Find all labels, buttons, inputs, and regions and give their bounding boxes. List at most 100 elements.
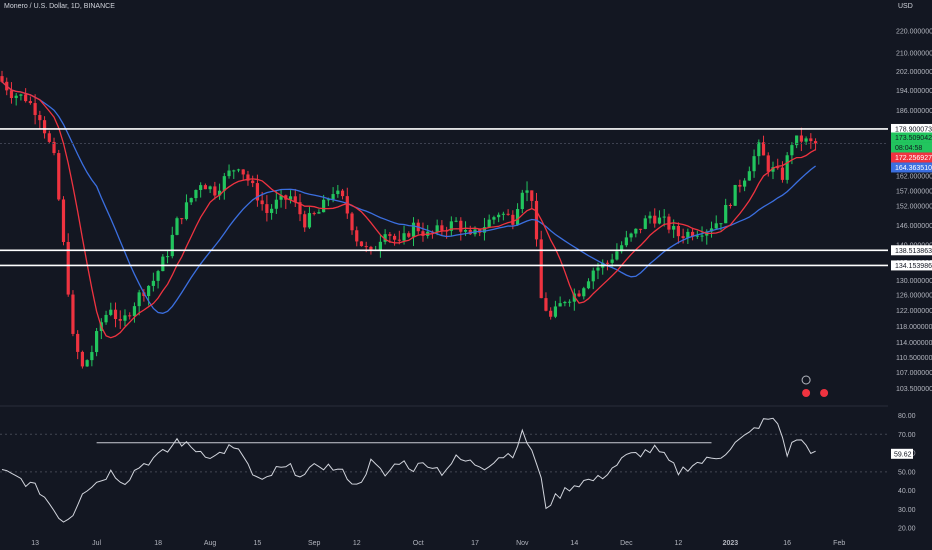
candle-body (217, 190, 222, 196)
flag-event-icon[interactable] (802, 389, 811, 397)
candle-body (738, 185, 742, 187)
candle-body (421, 231, 425, 236)
candle-body (799, 135, 803, 142)
rsi-line (1, 417, 816, 523)
lightning-event-icon[interactable] (801, 375, 811, 385)
rsi-value-badge: 59.62 (894, 451, 912, 458)
time-tick-label: Sep (308, 540, 321, 547)
candle-body (331, 194, 335, 200)
time-axis: 13 Jul 18 Aug 15 Sep 12 Oct 17 Nov 14 Dec 12 2023 16 Fe… (31, 540, 845, 547)
candle-body (648, 215, 652, 219)
candle-body (307, 213, 312, 228)
currency-label: USD (898, 3, 913, 10)
candle-body (24, 94, 28, 102)
candle-body (151, 280, 155, 286)
candle-body (118, 319, 122, 321)
candle-body (208, 186, 212, 190)
candle-body (19, 94, 23, 96)
time-tick-label: Oct (413, 540, 424, 547)
last-price-badge: 173.509042 (895, 135, 932, 142)
last-price-badge-bg (891, 132, 932, 143)
candle-body (270, 208, 274, 213)
fast-moving-average-line (1, 81, 816, 339)
price-axis: 220.000000 210.000000 202.000000 194.000000… (896, 28, 932, 392)
candle-body (85, 360, 89, 367)
symbol-title: Monero / U.S. Dollar, 1D, BINANCE (4, 3, 115, 10)
fast-ma-badge-bg (891, 152, 932, 163)
price-tick-label: 122.000000 (896, 308, 932, 315)
candle-body (482, 227, 487, 233)
candle-body (0, 76, 4, 82)
candle-body (232, 170, 236, 172)
candle-body (123, 315, 127, 321)
price-tick-label: 220.000000 (896, 28, 932, 35)
candle-body (459, 220, 463, 232)
level-price-badge-bg (891, 245, 932, 256)
candle-body (402, 233, 406, 241)
candle-body (246, 174, 250, 181)
candle-body (184, 202, 189, 220)
time-tick-label: 15 (254, 540, 262, 547)
candle-body (492, 217, 496, 220)
candle-body (265, 204, 269, 213)
price-tick-label: 110.500000 (896, 355, 932, 362)
candle-body (57, 153, 61, 200)
candle-body (109, 309, 113, 315)
price-tick-label: 114.000000 (896, 340, 932, 347)
candle-body (695, 235, 699, 237)
price-tick-label: 210.000000 (896, 50, 932, 57)
candle-body (170, 234, 174, 257)
time-tick-label: 13 (31, 540, 39, 547)
candle-body (90, 352, 94, 361)
candle-body (629, 233, 633, 238)
candle-body (345, 196, 349, 214)
candle-body (568, 301, 572, 303)
time-tick-label: 12 (674, 540, 682, 547)
candle-body (795, 135, 799, 146)
rsi-pane (0, 417, 888, 523)
candle-body (544, 298, 548, 311)
candle-body (615, 251, 619, 260)
candle-body (790, 145, 794, 156)
time-tick-label: Aug (204, 540, 217, 547)
candle-body (274, 199, 278, 209)
candle-body (52, 141, 56, 154)
candle-body (340, 190, 345, 197)
time-tick-label: Feb (833, 540, 845, 547)
time-tick-label: Jul (92, 540, 101, 547)
time-tick-label: Nov (516, 540, 529, 547)
time-tick-label: 18 (154, 540, 162, 547)
rsi-value-badge-bg (891, 448, 913, 459)
time-tick-label: 12 (353, 540, 361, 547)
candle-body (724, 204, 728, 224)
flag-event-icon[interactable] (820, 389, 829, 397)
candle-body (719, 223, 723, 225)
candle-body (213, 186, 217, 196)
candle-body (780, 167, 785, 180)
candle-body (681, 236, 685, 238)
candle-body (156, 271, 160, 281)
candle-body (378, 241, 382, 250)
candle-body (497, 214, 501, 218)
candle-body (709, 228, 714, 232)
candle-body (449, 221, 453, 231)
candle-body (506, 213, 510, 215)
candle-body (591, 270, 595, 282)
price-tick-label: 107.000000 (896, 370, 932, 377)
candle-body (47, 133, 51, 142)
price-tick-label: 194.000000 (896, 88, 932, 95)
candle-body (236, 169, 241, 171)
fast-ma-badge: 172.256927 (895, 155, 932, 162)
price-badges: 178.900073 138.513863 134.153986 173.509042… (891, 123, 932, 271)
candle-body (33, 103, 37, 116)
candle-body (322, 199, 326, 213)
candle-body (203, 185, 207, 190)
candle-body (392, 235, 397, 240)
candle-body (312, 213, 316, 215)
price-tick-label: 118.000000 (896, 324, 932, 331)
candle-body (530, 190, 534, 201)
price-tick-label: 152.000000 (896, 204, 932, 211)
candle-body (288, 196, 293, 200)
